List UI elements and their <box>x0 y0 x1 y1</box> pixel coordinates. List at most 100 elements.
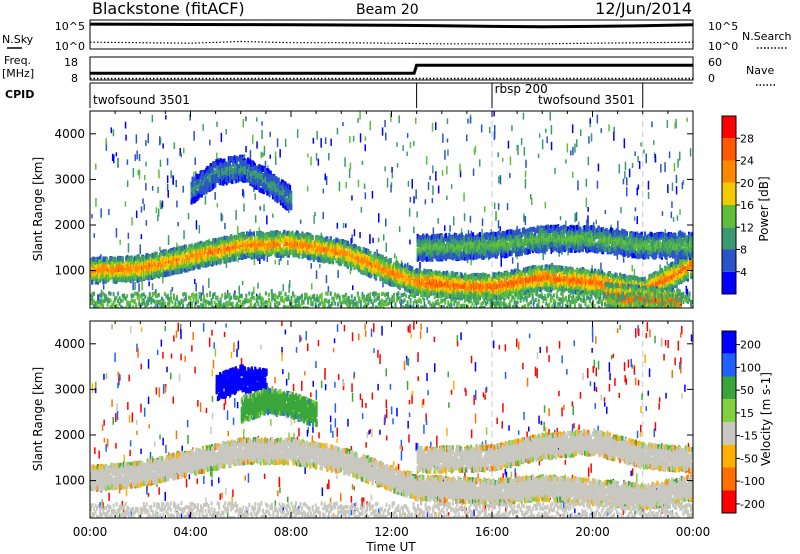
echo-cell <box>189 114 191 121</box>
echo-cell <box>382 277 385 283</box>
echo-cell <box>568 279 571 285</box>
echo-cell <box>640 142 642 147</box>
echo-cell <box>497 152 499 158</box>
echo-cell <box>350 246 353 252</box>
echo-cell <box>427 271 431 276</box>
echo-cell <box>241 281 244 286</box>
echo-cell <box>279 248 283 254</box>
echo-cell <box>99 256 102 262</box>
echo-cell <box>335 258 338 264</box>
echo-cell <box>576 272 579 278</box>
echo-cell <box>446 286 449 292</box>
echo-cell <box>342 245 345 251</box>
echo-cell <box>195 255 198 261</box>
echo-cell <box>570 150 572 156</box>
echo-cell <box>336 245 339 251</box>
echo-cell <box>474 145 477 153</box>
echo-cell <box>406 133 409 138</box>
n-sky-tick-high: 10^5 <box>55 20 85 33</box>
echo-cell <box>315 255 318 261</box>
echo-cell <box>505 274 509 280</box>
echo-cell <box>253 249 257 254</box>
echo-cell <box>126 272 129 278</box>
echo-cell <box>319 252 322 258</box>
echo-cell <box>102 269 105 275</box>
echo-cell <box>146 253 149 259</box>
echo-cell <box>325 275 328 284</box>
echo-cell <box>102 257 105 262</box>
echo-cell <box>654 154 657 163</box>
echo-cell <box>167 235 170 246</box>
echo-cell <box>194 250 197 256</box>
noise-series <box>89 22 694 45</box>
echo-cell <box>393 262 396 268</box>
echo-cell <box>113 277 116 283</box>
echo-cell <box>220 252 223 258</box>
echo-cell <box>322 212 324 220</box>
echo-cell <box>154 261 157 267</box>
echo-cell <box>369 234 371 244</box>
echo-cell <box>435 287 438 293</box>
echo-cell <box>256 141 258 149</box>
echo-cell <box>494 282 497 288</box>
echo-cell <box>469 116 472 124</box>
echo-cell <box>330 253 333 259</box>
echo-cell <box>134 281 136 291</box>
echo-cell <box>91 279 94 285</box>
echo-cell <box>132 168 135 178</box>
echo-cell <box>227 240 231 246</box>
echo-cell <box>156 265 159 271</box>
echo-cell <box>435 292 438 298</box>
echo-cell <box>574 213 576 223</box>
echo-cell <box>308 252 311 258</box>
echo-cell <box>190 243 193 249</box>
echo-cell <box>105 273 108 279</box>
echo-cell <box>549 112 551 121</box>
echo-cell <box>175 247 179 253</box>
echo-cell <box>563 284 566 289</box>
echo-cell <box>338 246 341 252</box>
echo-cell <box>282 253 285 258</box>
echo-cell <box>592 222 595 228</box>
echo-cell <box>230 247 233 253</box>
echo-cell <box>144 175 146 181</box>
echo-cell <box>527 274 530 280</box>
echo-cell <box>686 288 689 298</box>
echo-cell <box>301 237 304 243</box>
echo-cell <box>140 234 143 240</box>
echo-cell <box>157 214 159 222</box>
echo-cell <box>132 280 134 291</box>
echo-cell <box>249 150 252 160</box>
echo-cell <box>461 292 464 298</box>
echo-cell <box>294 250 297 256</box>
echo-cell <box>551 264 554 270</box>
echo-cell <box>576 279 579 285</box>
echo-cell <box>194 279 196 284</box>
echo-cell <box>572 171 574 178</box>
echo-cell <box>259 206 261 211</box>
echo-cell <box>476 280 479 286</box>
echo-cell <box>537 285 540 291</box>
echo-cell <box>571 124 574 134</box>
echo-cell <box>234 243 237 249</box>
echo-cell <box>659 264 661 272</box>
echo-cell <box>501 288 504 294</box>
echo-cell <box>187 260 190 266</box>
echo-cell <box>111 153 114 161</box>
echo-cell <box>633 268 636 277</box>
echo-cell <box>246 251 249 257</box>
echo-cell <box>479 159 481 167</box>
echo-cell <box>94 277 97 283</box>
echo-cell <box>497 203 500 210</box>
echo-cell <box>172 270 175 275</box>
echo-cell <box>535 281 538 287</box>
echo-cell <box>538 269 541 275</box>
echo-cell <box>159 200 161 208</box>
echo-cell <box>135 275 138 281</box>
echo-cell <box>159 136 161 146</box>
echo-cell <box>105 258 108 264</box>
echo-cell <box>149 274 153 280</box>
echo-cell <box>177 268 180 273</box>
echo-cell <box>412 273 415 279</box>
echo-cell <box>274 260 276 265</box>
